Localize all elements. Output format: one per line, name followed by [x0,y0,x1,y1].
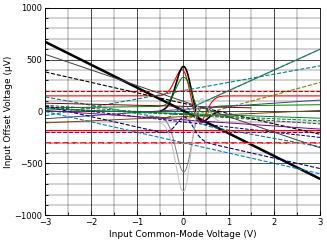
X-axis label: Input Common-Mode Voltage (V): Input Common-Mode Voltage (V) [109,230,257,239]
Y-axis label: Input Offset Voltage (μV): Input Offset Voltage (μV) [4,55,13,168]
